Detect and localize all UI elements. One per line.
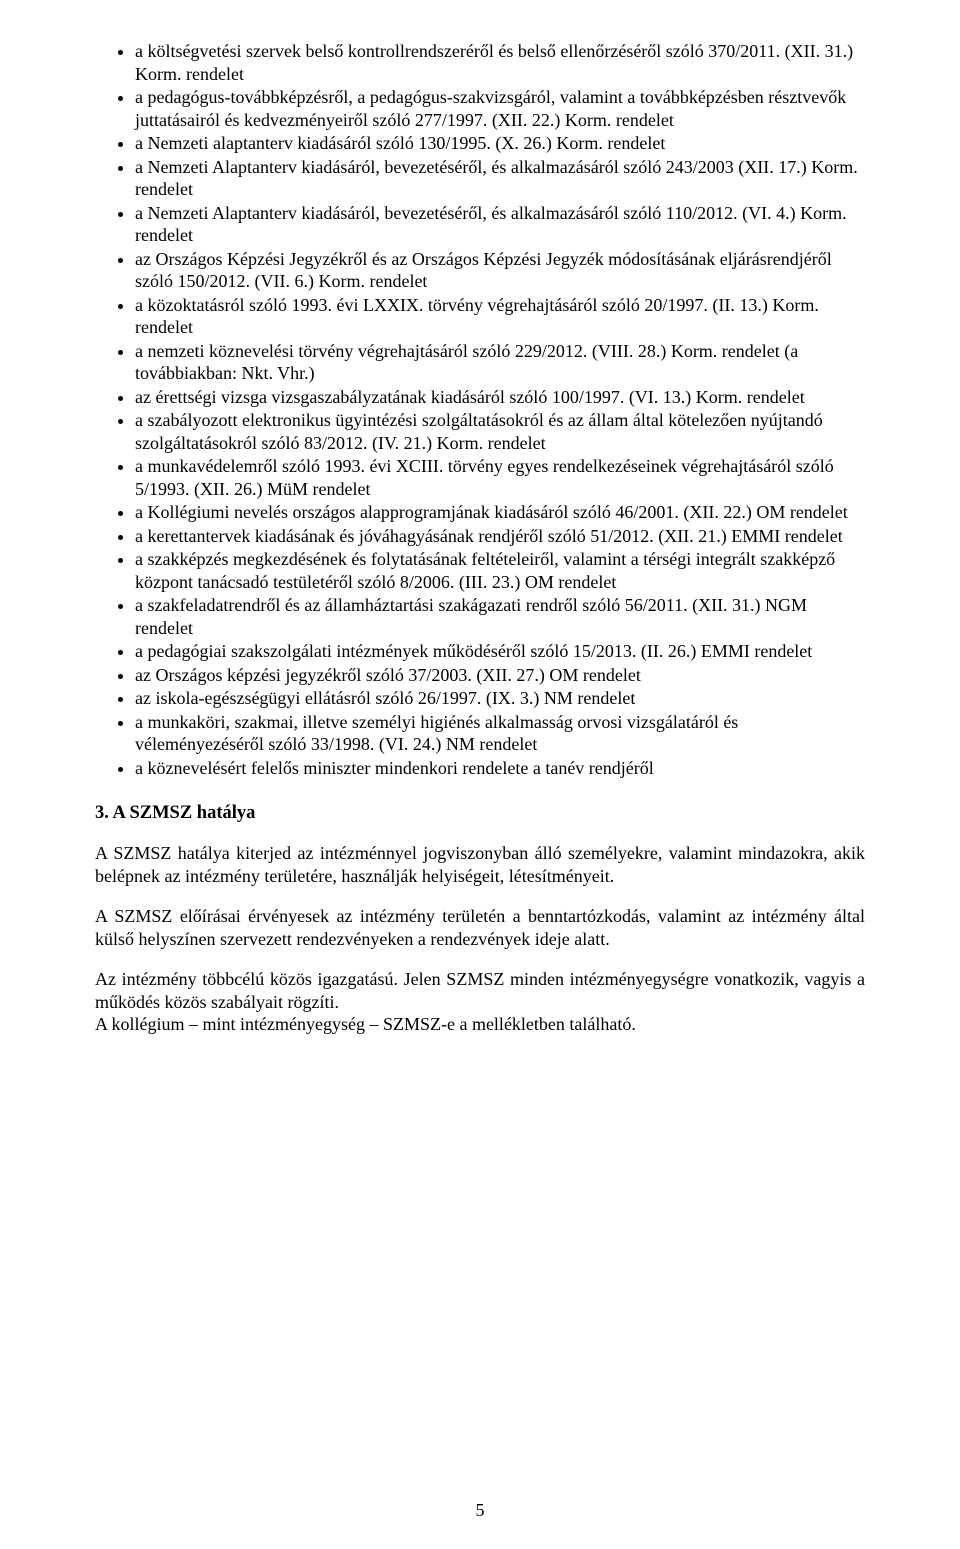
legislation-item: az Országos Képzési Jegyzékről és az Ors… — [135, 248, 865, 293]
legislation-item: az iskola-egészségügyi ellátásról szóló … — [135, 687, 865, 710]
section-heading: 3. A SZMSZ hatálya — [95, 803, 865, 824]
legislation-item: a köznevelésért felelős miniszter minden… — [135, 757, 865, 780]
legislation-item: a munkaköri, szakmai, illetve személyi h… — [135, 711, 865, 756]
paragraph-4: A kollégium – mint intézményegység – SZM… — [95, 1013, 865, 1036]
legislation-item: a Nemzeti Alaptanterv kiadásáról, beveze… — [135, 156, 865, 201]
paragraph-1: A SZMSZ hatálya kiterjed az intézménnyel… — [95, 842, 865, 887]
legislation-item: az érettségi vizsga vizsgaszabályzatának… — [135, 386, 865, 409]
paragraph-3: Az intézmény többcélú közös igazgatású. … — [95, 968, 865, 1013]
legislation-item: a közoktatásról szóló 1993. évi LXXIX. t… — [135, 294, 865, 339]
legislation-item: a szabályozott elektronikus ügyintézési … — [135, 409, 865, 454]
legislation-item: a pedagógus-továbbképzésről, a pedagógus… — [135, 86, 865, 131]
legislation-item: a szakképzés megkezdésének és folytatásá… — [135, 548, 865, 593]
legislation-item: a Kollégiumi nevelés országos alapprogra… — [135, 501, 865, 524]
page-number: 5 — [0, 1500, 960, 1521]
legislation-item: a munkavédelemről szóló 1993. évi XCIII.… — [135, 455, 865, 500]
legislation-item: a pedagógiai szakszolgálati intézmények … — [135, 640, 865, 663]
legislation-item: a kerettantervek kiadásának és jóváhagyá… — [135, 525, 865, 548]
legislation-item: a Nemzeti alaptanterv kiadásáról szóló 1… — [135, 132, 865, 155]
document-page: a költségvetési szervek belső kontrollre… — [0, 0, 960, 1549]
legislation-item: a nemzeti köznevelési törvény végrehajtá… — [135, 340, 865, 385]
legislation-item: a költségvetési szervek belső kontrollre… — [135, 40, 865, 85]
legislation-item: az Országos képzési jegyzékről szóló 37/… — [135, 664, 865, 687]
legislation-item: a szakfeladatrendről és az államháztartá… — [135, 594, 865, 639]
paragraph-2: A SZMSZ előírásai érvényesek az intézmén… — [95, 905, 865, 950]
legislation-list: a költségvetési szervek belső kontrollre… — [95, 40, 865, 779]
legislation-item: a Nemzeti Alaptanterv kiadásáról, beveze… — [135, 202, 865, 247]
